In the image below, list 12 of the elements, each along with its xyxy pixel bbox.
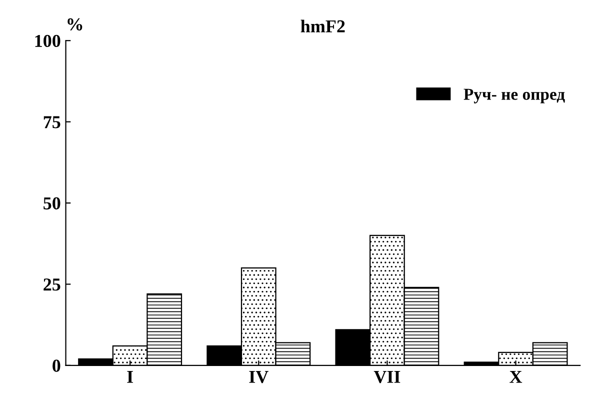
x-tick-label: I xyxy=(127,370,133,383)
y-tick-label: 50 xyxy=(44,197,60,210)
legend-label: Руч- не опред xyxy=(464,88,565,104)
y-tick-label: 25 xyxy=(44,278,60,291)
chart-title: hmF2 xyxy=(300,20,345,32)
y-axis-title: % xyxy=(68,18,82,30)
y-tick-label: 75 xyxy=(44,116,60,128)
y-tick-label: 0 xyxy=(52,360,60,372)
y-tick-label: 100 xyxy=(35,34,60,48)
x-tick-label: VII xyxy=(374,370,400,384)
x-tick-label: IV xyxy=(249,370,268,384)
x-tick-label: X xyxy=(510,370,522,383)
